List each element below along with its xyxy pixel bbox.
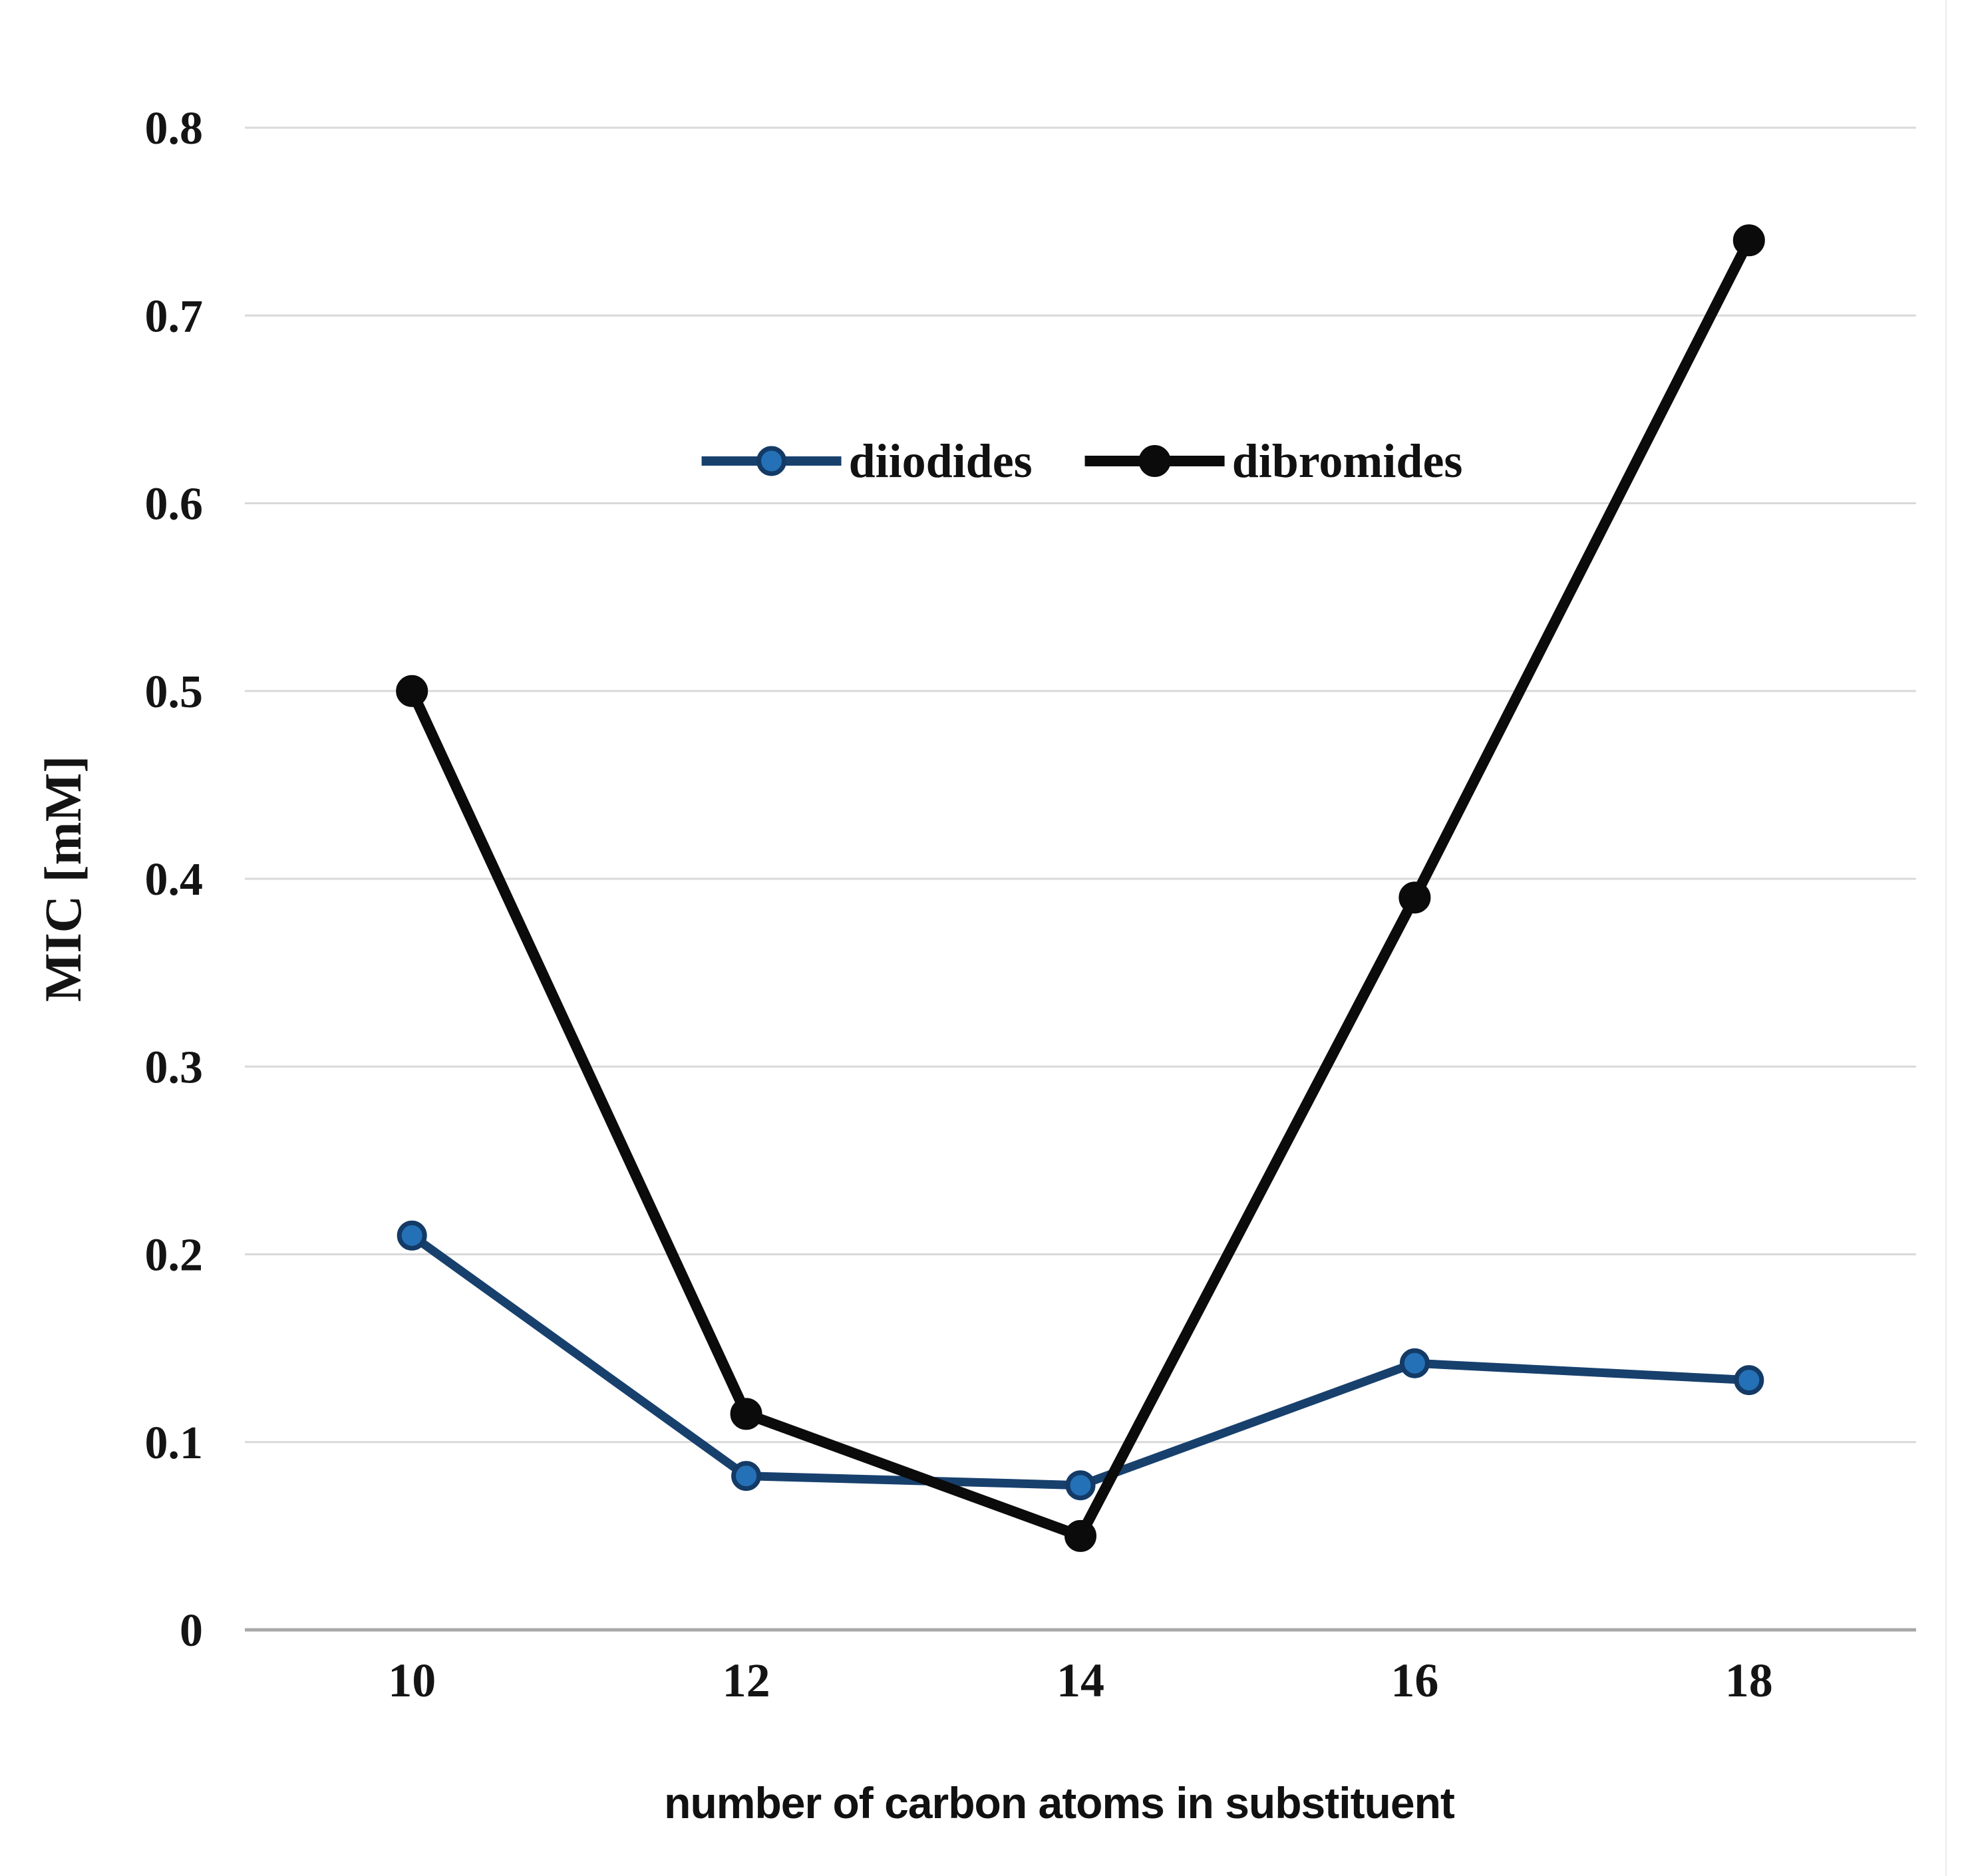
y-tick-labels: 0 0.1 0.2 0.3 0.4 0.5 0.6 0.7 0.8 xyxy=(145,103,204,1656)
gridlines xyxy=(245,126,1916,1632)
y-tick-0.4: 0.4 xyxy=(145,854,204,905)
dibromides-point-x16 xyxy=(1398,881,1431,914)
legend-label-dibromides: dibromides xyxy=(1231,434,1463,488)
y-tick-0.8: 0.8 xyxy=(145,103,204,154)
x-tick-10: 10 xyxy=(388,1654,436,1707)
y-tick-0.1: 0.1 xyxy=(145,1418,204,1469)
diiodides-point-x18 xyxy=(1734,1365,1764,1396)
y-tick-0.2: 0.2 xyxy=(145,1230,204,1281)
x-tick-12: 12 xyxy=(723,1654,770,1707)
x-tick-18: 18 xyxy=(1725,1654,1773,1707)
dibromides-point-x14 xyxy=(1064,1519,1096,1552)
y-tick-0.5: 0.5 xyxy=(145,667,204,718)
dibromides-legend-marker-icon xyxy=(1084,445,1225,477)
x-tick-16: 16 xyxy=(1391,1654,1438,1707)
diiodides-point-x16 xyxy=(1399,1348,1430,1378)
diiodides-legend-marker-icon xyxy=(701,446,842,476)
x-tick-14: 14 xyxy=(1057,1654,1104,1707)
dibromides-point-x12 xyxy=(730,1398,762,1430)
x-tick-labels: 10 12 14 16 18 xyxy=(388,1654,1773,1707)
diiodides-line xyxy=(409,1232,1750,1490)
y-tick-0.6: 0.6 xyxy=(145,479,204,530)
y-tick-0: 0 xyxy=(180,1605,203,1656)
legend-item-dibromides: dibromides xyxy=(1082,431,1463,491)
diiodides-point-x10 xyxy=(397,1220,427,1251)
legend-item-diiodides: diiodides xyxy=(699,431,1033,491)
dibromides-point-x18 xyxy=(1732,224,1765,257)
x-axis-title: number of carbon atoms in substituent xyxy=(664,1778,1455,1827)
y-axis-title: MIC [mM] xyxy=(34,755,92,1003)
y-tick-0.7: 0.7 xyxy=(145,291,204,342)
diiodides-point-x12 xyxy=(731,1461,762,1491)
series-markers xyxy=(396,224,1765,1552)
figure-edge-line xyxy=(1945,0,1947,1876)
legend-label-diiodides: diiodides xyxy=(848,434,1033,488)
diiodides-point-x14 xyxy=(1065,1470,1096,1501)
dibromides-point-x10 xyxy=(396,675,428,707)
legend: diiodides dibromides xyxy=(699,431,1463,491)
y-tick-0.3: 0.3 xyxy=(145,1042,204,1093)
